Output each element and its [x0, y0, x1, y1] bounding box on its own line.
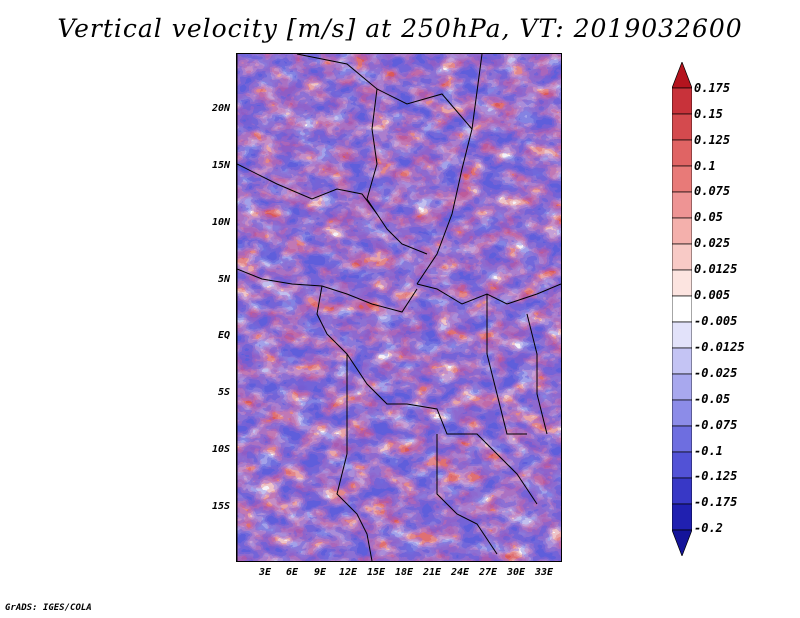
colorbar-swatch [672, 165, 692, 193]
colorbar-label: -0.005 [694, 314, 738, 328]
colorbar-label: 0.05 [694, 210, 723, 224]
colorbar-swatch [672, 295, 692, 323]
colorbar-swatch [672, 191, 692, 219]
colorbar-label: -0.1 [694, 444, 723, 458]
credit-text: GrADS: IGES/COLA [5, 603, 92, 613]
lon-label-30e: 30E [506, 567, 526, 578]
lat-label-10s: 10S [211, 444, 230, 455]
colorbar-swatch [672, 62, 692, 89]
lon-label-9e: 9E [313, 567, 327, 578]
colorbar-swatch [672, 217, 692, 245]
colorbar-label: 0.175 [694, 81, 731, 95]
lon-label-21e: 21E [422, 567, 442, 578]
lat-label-15s: 15S [211, 501, 230, 512]
lat-label-eq: EQ [217, 330, 230, 341]
lon-label-27e: 27E [478, 567, 498, 578]
colorbar-swatch [672, 425, 692, 453]
velocity-field [237, 54, 561, 561]
colorbar-label: 0.005 [694, 288, 731, 302]
lat-label-5n: 5N [217, 274, 230, 285]
colorbar-swatch [672, 373, 692, 401]
colorbar-swatch [672, 87, 692, 115]
lat-label-15n: 15N [211, 160, 230, 171]
colorbar-swatch [672, 347, 692, 375]
colorbar-label: -0.025 [694, 366, 738, 380]
colorbar-swatch [672, 269, 692, 297]
colorbar-swatch [672, 477, 692, 505]
colorbar-label: -0.2 [694, 521, 723, 535]
colorbar-swatch [672, 529, 692, 556]
colorbar-label: 0.1 [694, 159, 716, 173]
lon-label-6e: 6E [285, 567, 299, 578]
colorbar-label: -0.125 [694, 469, 738, 483]
colorbar-swatch [672, 451, 692, 479]
lat-label-5s: 5S [217, 387, 230, 398]
colorbar-label: 0.075 [694, 184, 731, 198]
chart-title: Vertical velocity [m/s] at 250hPa, VT: 2… [57, 14, 743, 43]
colorbar-label: 0.15 [694, 107, 723, 121]
colorbar-label: -0.075 [694, 418, 738, 432]
colorbar-swatch [672, 503, 692, 531]
colorbar-swatch [672, 399, 692, 427]
colorbar-label: -0.0125 [694, 340, 745, 354]
lon-label-18e: 18E [394, 567, 414, 578]
colorbar-swatch [672, 243, 692, 271]
lon-label-12e: 12E [338, 567, 358, 578]
colorbar-label: 0.0125 [694, 262, 738, 276]
lat-label-10n: 10N [211, 217, 230, 228]
lon-label-33e: 33E [534, 567, 554, 578]
colorbar-swatch [672, 113, 692, 141]
colorbar-label: 0.125 [694, 133, 731, 147]
colorbar-label: -0.175 [694, 495, 738, 509]
lon-label-3e: 3E [258, 567, 272, 578]
lon-label-15e: 15E [366, 567, 386, 578]
colorbar-label: -0.05 [694, 392, 731, 406]
colorbar [672, 62, 692, 556]
colorbar-label: 0.025 [694, 236, 731, 250]
lat-label-20n: 20N [211, 103, 230, 114]
colorbar-swatch [672, 139, 692, 167]
colorbar-swatch [672, 321, 692, 349]
map-panel [236, 53, 562, 562]
lon-label-24e: 24E [450, 567, 470, 578]
